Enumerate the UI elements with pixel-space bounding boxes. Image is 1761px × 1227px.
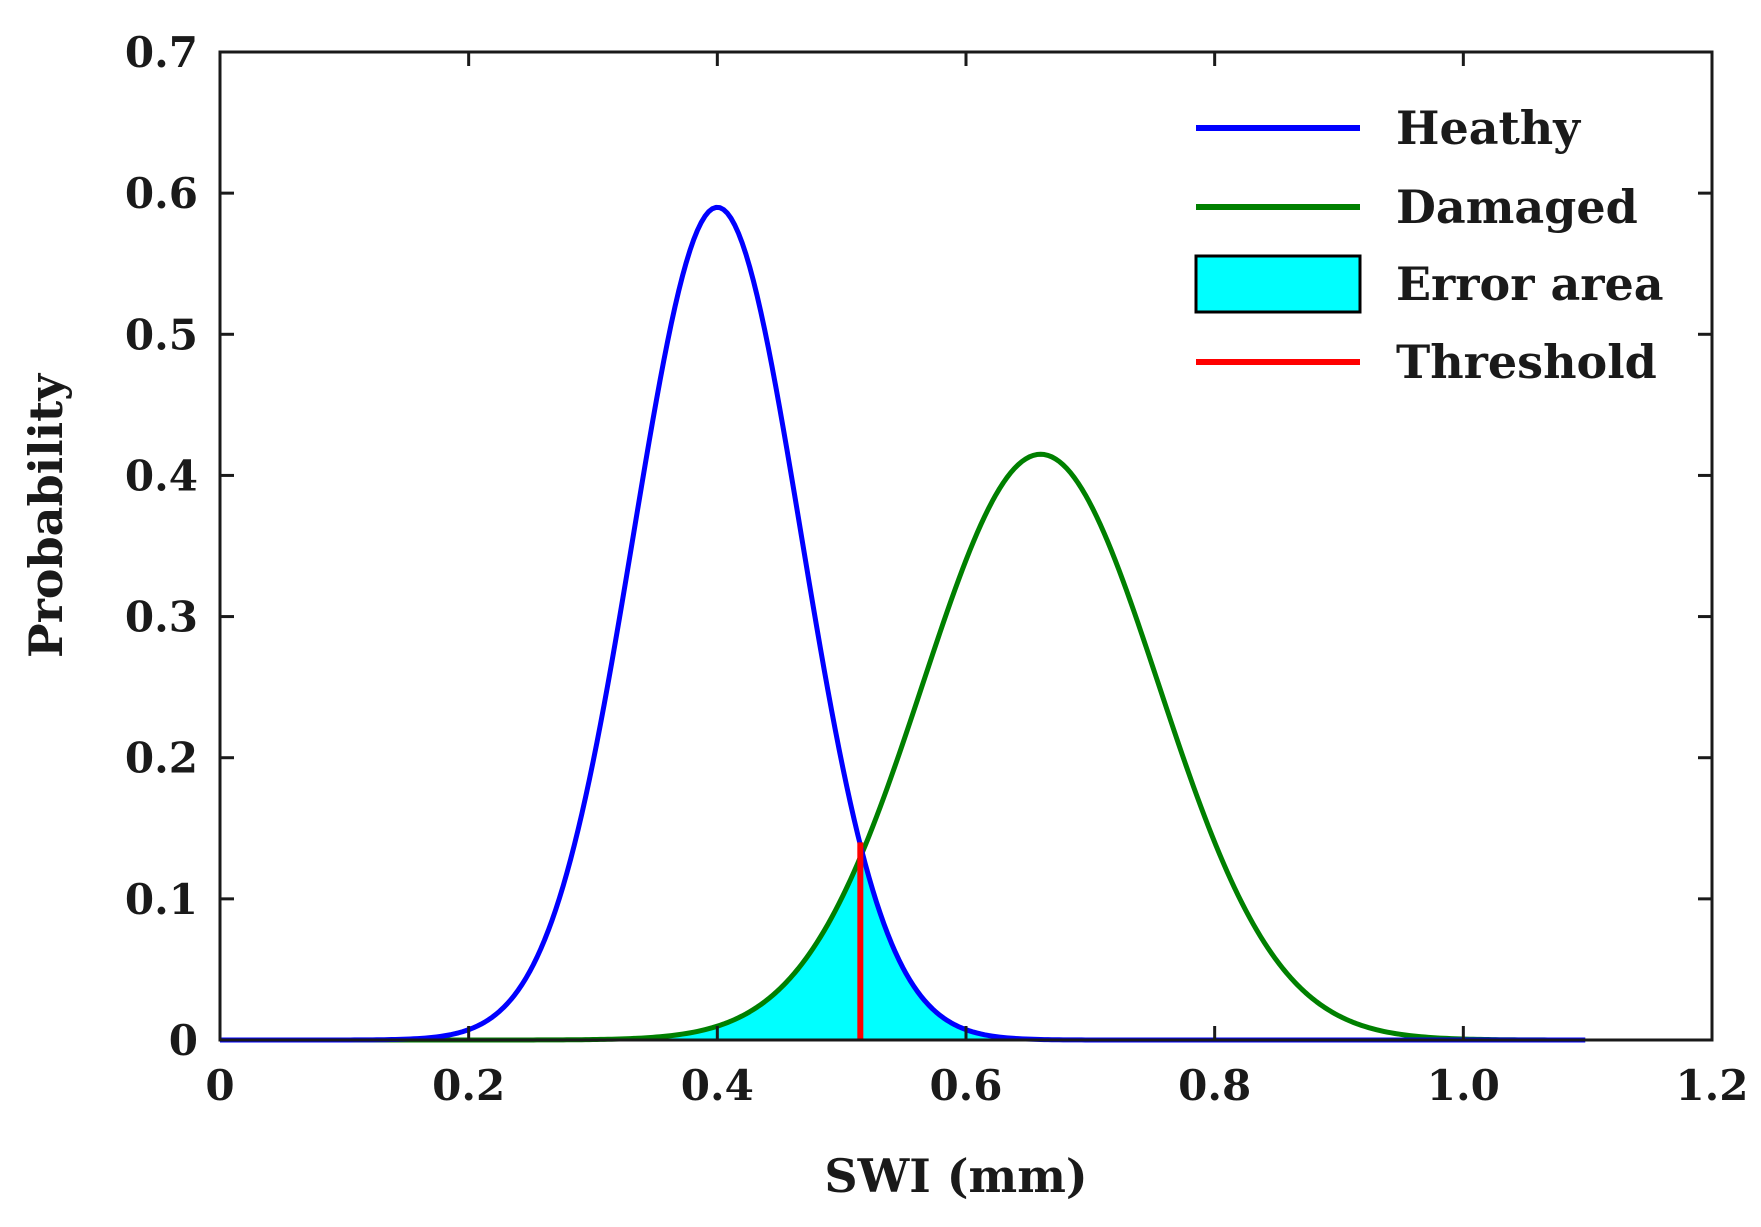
x-tick-label: 0.2: [432, 1061, 505, 1110]
healthy-curve: [220, 204, 1586, 1043]
legend-label-threshold: Threshold: [1396, 335, 1657, 389]
y-tick-label: 0.5: [125, 310, 198, 359]
legend-label-heathy: Heathy: [1396, 101, 1581, 155]
x-tick-label: 1.0: [1427, 1061, 1500, 1110]
legend-swatch-error-area: [1194, 254, 1362, 314]
y-tick-label: 0.7: [125, 28, 198, 77]
y-tick-label: 0: [169, 1016, 198, 1065]
legend-label-error-area: Error area: [1396, 257, 1664, 311]
error-area-fill: [591, 850, 1092, 1042]
y-tick-label: 0.4: [125, 451, 198, 500]
damaged-curve: [220, 451, 1586, 1043]
plot-area: [220, 204, 1586, 1043]
legend-label-damaged: Damaged: [1396, 180, 1638, 234]
x-axis-label: SWI (mm): [824, 1149, 1087, 1203]
y-tick-label: 0.2: [125, 734, 198, 783]
y-tick-label: 0.3: [125, 593, 198, 642]
x-tick-label: 0.4: [681, 1061, 754, 1110]
axes: 0 0.2 0.4 0.6 0.8 1.0 1.2 0 0.1 0.2 0.3 0.4 0.5 0.6 0.…: [125, 28, 1749, 1110]
x-tick-label: 1.2: [1675, 1061, 1748, 1110]
x-tick-label: 0.6: [929, 1061, 1002, 1110]
y-tick-label: 0.6: [125, 169, 198, 218]
y-axis-label: Probability: [19, 373, 73, 658]
legend: Heathy Damaged Error area Threshold: [1194, 101, 1664, 389]
y-tick-label: 0.1: [125, 875, 198, 924]
x-tick-label: 0.8: [1178, 1061, 1251, 1110]
x-tick-label: 0: [205, 1061, 234, 1110]
